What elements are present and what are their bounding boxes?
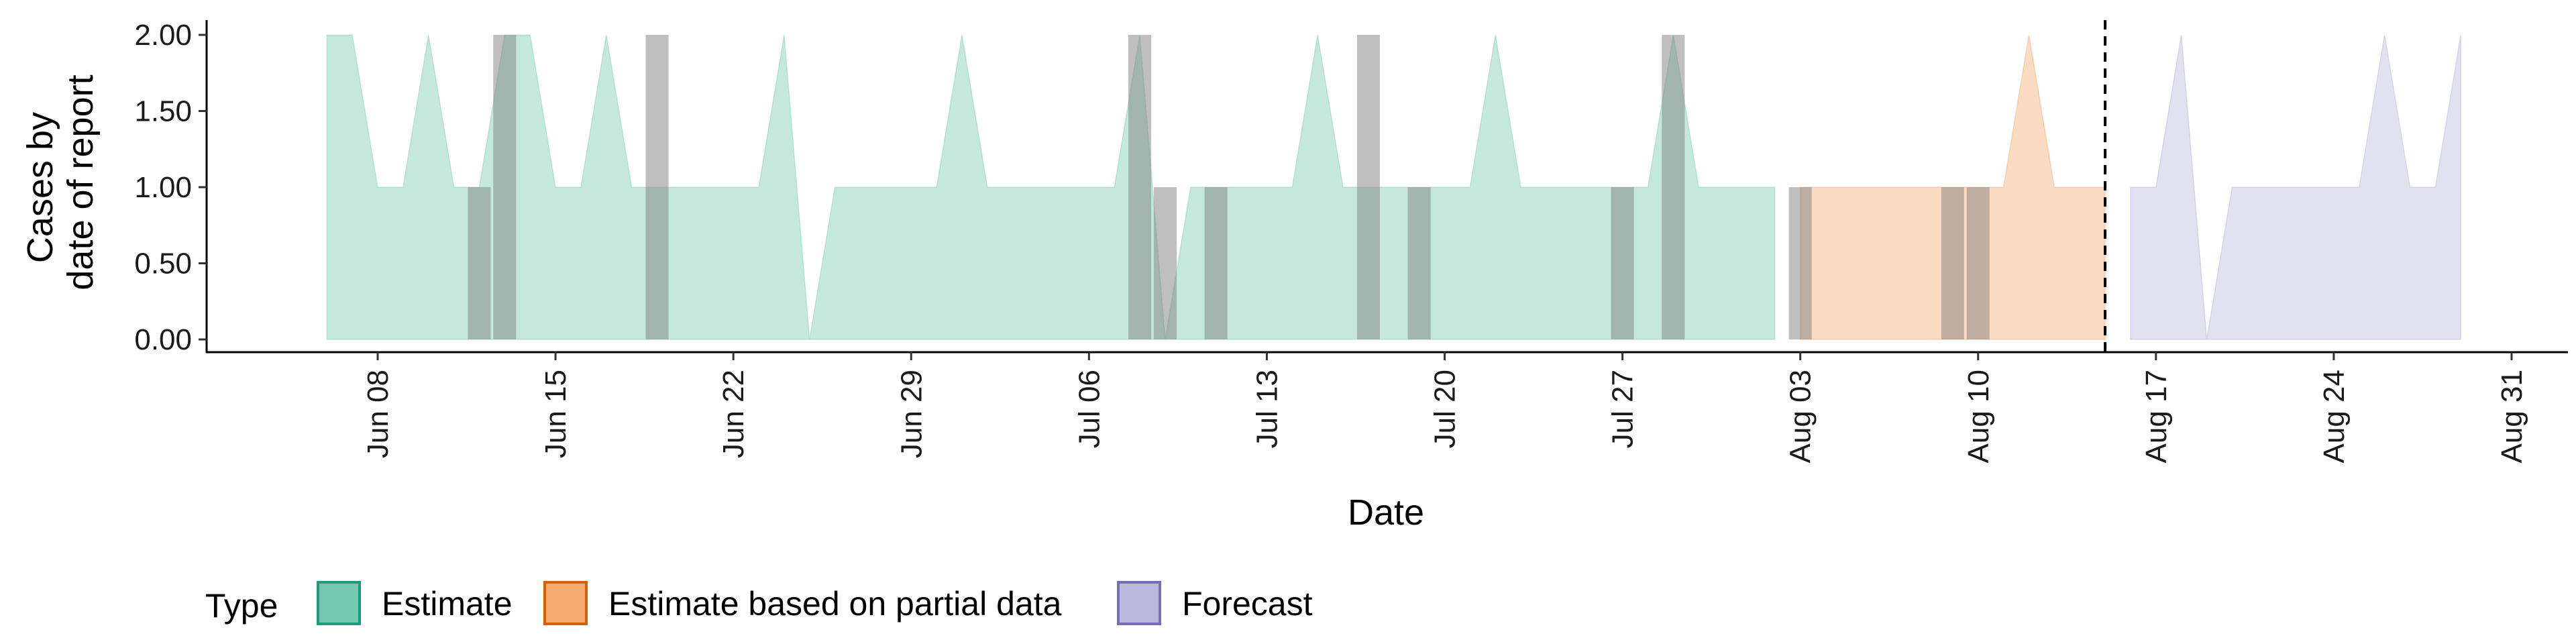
x-tick-label: Aug 17 [2140, 370, 2173, 463]
reported-case-bar [1153, 187, 1177, 339]
legend-label: Forecast [1182, 585, 1313, 623]
y-tick-label: 1.50 [134, 95, 192, 128]
reported-case-bar [1788, 187, 1812, 339]
legend-key [1117, 581, 1161, 625]
legend-key [543, 581, 588, 625]
reported-case-bar [1204, 187, 1228, 339]
x-tick-label: Jun 22 [717, 370, 750, 458]
x-tick-label: Jun 15 [539, 370, 572, 458]
reported-case-bar [1611, 187, 1634, 339]
x-tick-label: Aug 24 [2318, 370, 2351, 463]
area-series-3 [2130, 34, 2462, 340]
reported-case-bar [1356, 35, 1380, 339]
x-tick-label: Jul 13 [1250, 370, 1283, 448]
legend-items: Estimate Estimate based on partial data Fo… [317, 581, 1313, 625]
legend-title: Type [205, 587, 278, 625]
legend-key [317, 581, 361, 625]
reported-case-bar [468, 187, 491, 339]
x-tick-label: Aug 03 [1784, 370, 1817, 463]
reported-case-bar [1966, 187, 1990, 339]
reported-case-bar [1662, 35, 1685, 339]
y-axis-title: Cases by date of report [20, 74, 101, 290]
y-axis-title-line-2: date of report [60, 74, 101, 290]
y-tick-label: 0.00 [134, 323, 192, 356]
reported-case-bar [1941, 187, 1964, 339]
x-axis-title: Date [1348, 492, 1424, 533]
x-ticks: Jun 08 Jun 15 Jun 22 Jun 29 Jul 06 Jul 13 Jul … [362, 352, 2528, 463]
x-tick-label: Jul 27 [1607, 370, 1640, 448]
x-tick-label: Jun 08 [362, 370, 394, 458]
y-tick-label: 1.00 [134, 171, 192, 204]
x-tick-label: Jun 29 [895, 370, 928, 458]
legend-label: Estimate [382, 585, 513, 623]
area-series-1 [326, 34, 1776, 340]
x-tick-label: Jul 06 [1073, 370, 1106, 448]
legend: Type Estimate Estimate based on partial d… [205, 581, 1313, 625]
y-axis-title-line-1: Cases by [20, 112, 60, 263]
y-tick-label: 2.00 [134, 19, 192, 52]
plot-bars [468, 35, 1990, 339]
reported-case-bar [493, 35, 517, 339]
y-tick-label: 0.50 [134, 248, 192, 280]
x-tick-label: Aug 10 [1962, 370, 1995, 463]
y-ticks: 0.00 0.50 1.00 1.50 2.00 [134, 19, 207, 356]
legend-label: Estimate based on partial data [608, 585, 1062, 623]
x-tick-label: Jul 20 [1429, 370, 1462, 448]
reported-case-bar [645, 35, 669, 339]
reported-case-bar [1128, 35, 1152, 339]
x-tick-label: Aug 31 [2496, 370, 2528, 463]
reported-case-bar [1407, 187, 1431, 339]
